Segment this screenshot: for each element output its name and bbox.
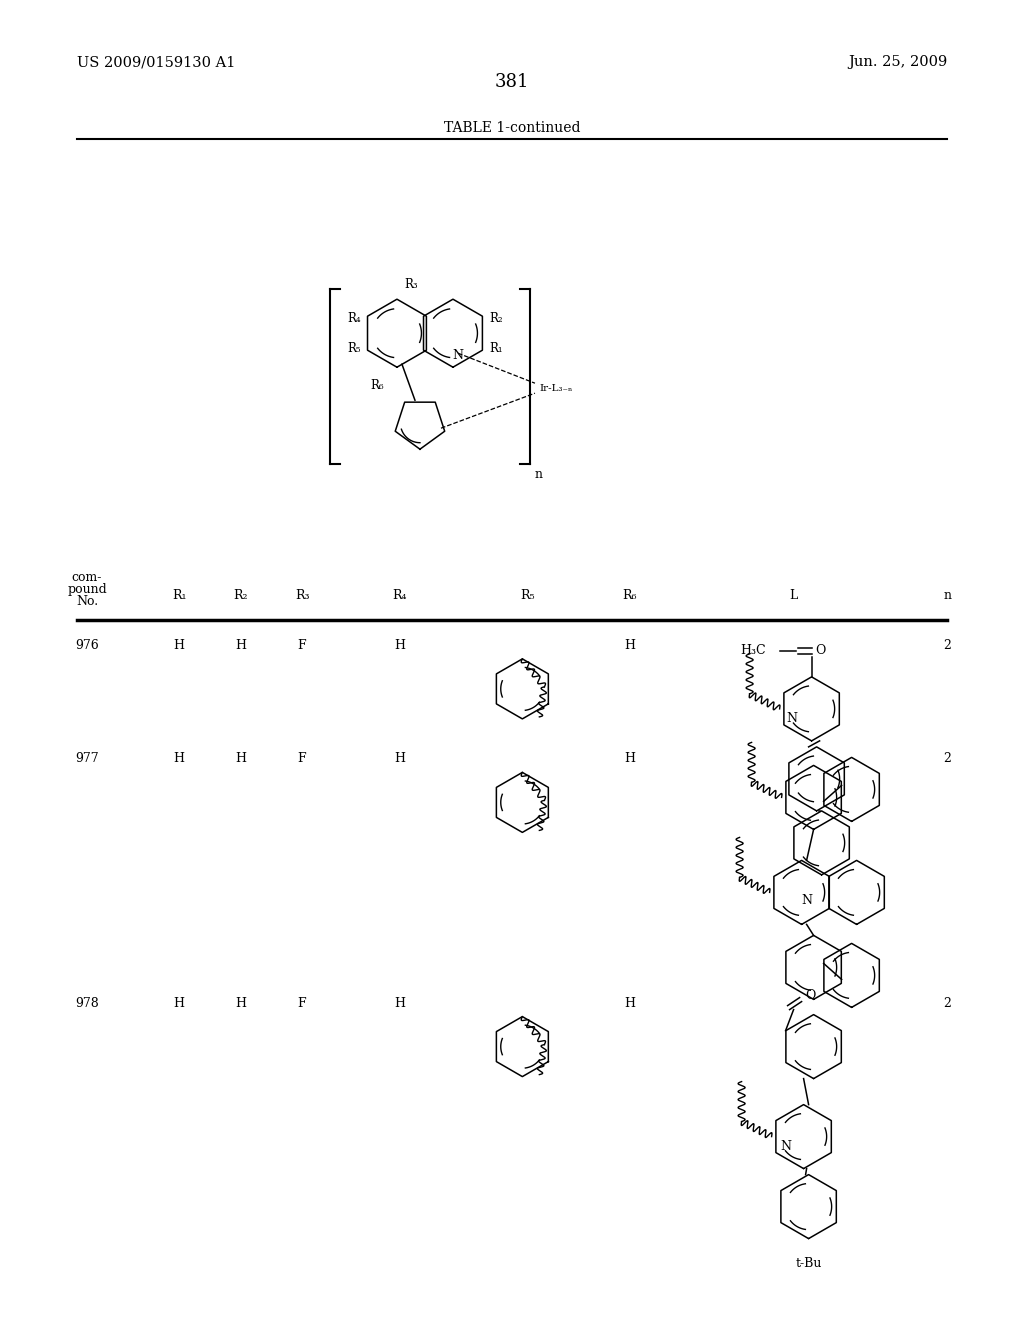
Text: 2: 2	[943, 752, 951, 766]
Text: US 2009/0159130 A1: US 2009/0159130 A1	[77, 55, 236, 70]
Text: R₄: R₄	[392, 589, 407, 602]
Text: R₁: R₁	[489, 342, 503, 355]
Text: N: N	[786, 713, 797, 726]
Text: N: N	[780, 1140, 792, 1154]
Text: R₃: R₃	[295, 589, 309, 602]
Text: H₃C: H₃C	[740, 644, 766, 657]
Text: H: H	[394, 752, 404, 766]
Text: 977: 977	[75, 752, 99, 766]
Text: H: H	[236, 997, 246, 1010]
Text: H: H	[236, 639, 246, 652]
Text: R₂: R₂	[489, 312, 503, 325]
Text: com-: com-	[72, 572, 102, 585]
Text: R₆: R₆	[623, 589, 637, 602]
Text: H: H	[625, 997, 635, 1010]
Text: n: n	[535, 469, 543, 482]
Text: F: F	[298, 752, 306, 766]
Text: R₂: R₂	[233, 589, 248, 602]
Text: Jun. 25, 2009: Jun. 25, 2009	[848, 55, 947, 70]
Text: R₁: R₁	[172, 589, 186, 602]
Text: Ir-L₃₋ₙ: Ir-L₃₋ₙ	[540, 384, 573, 393]
Text: R₆: R₆	[370, 379, 384, 392]
Text: H: H	[174, 997, 184, 1010]
Text: O: O	[806, 989, 816, 1002]
Text: 2: 2	[943, 997, 951, 1010]
Text: F: F	[298, 639, 306, 652]
Text: H: H	[625, 752, 635, 766]
Text: H: H	[625, 639, 635, 652]
Text: 978: 978	[75, 997, 99, 1010]
Text: H: H	[236, 752, 246, 766]
Text: TABLE 1-continued: TABLE 1-continued	[443, 121, 581, 136]
Text: R₅: R₅	[520, 589, 535, 602]
Text: 2: 2	[943, 639, 951, 652]
Text: O: O	[815, 644, 826, 657]
Text: n: n	[943, 589, 951, 602]
Text: H: H	[394, 639, 404, 652]
Text: R₅: R₅	[347, 342, 360, 355]
Text: R₄: R₄	[347, 312, 360, 325]
Text: H: H	[394, 997, 404, 1010]
Text: N: N	[453, 348, 464, 362]
Text: t-Bu: t-Bu	[796, 1257, 822, 1270]
Text: 381: 381	[495, 73, 529, 91]
Text: pound: pound	[68, 583, 106, 597]
Text: H: H	[174, 752, 184, 766]
Text: No.: No.	[76, 595, 98, 609]
Text: H: H	[174, 639, 184, 652]
Text: R₃: R₃	[404, 279, 418, 292]
Text: F: F	[298, 997, 306, 1010]
Text: L: L	[790, 589, 798, 602]
Text: 976: 976	[75, 639, 99, 652]
Text: N: N	[801, 894, 812, 907]
